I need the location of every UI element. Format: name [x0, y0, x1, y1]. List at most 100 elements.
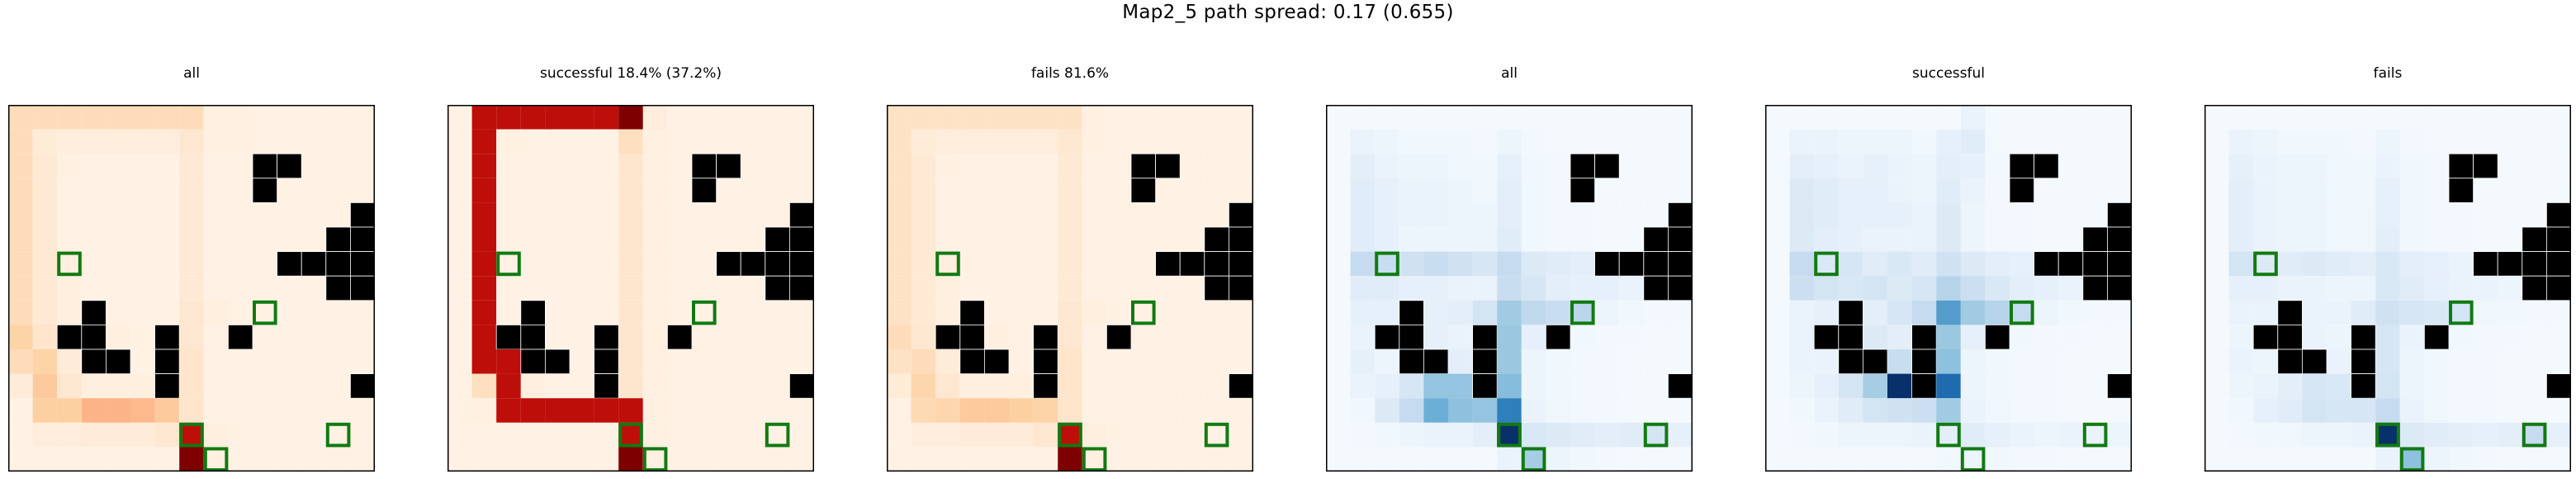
- heatmap-cell: [1911, 447, 1937, 472]
- heatmap-cell: [1375, 422, 1399, 448]
- heatmap-cell: [2082, 325, 2108, 349]
- heatmap-cell: [179, 447, 204, 472]
- heatmap-cell: [1009, 251, 1034, 277]
- heatmap-cell: [253, 300, 277, 325]
- heatmap-cell: [2449, 422, 2474, 448]
- heatmap-cell: [471, 251, 497, 277]
- heatmap-cell: [1814, 276, 1839, 301]
- heatmap-cell: [130, 447, 155, 472]
- heatmap-cell: [471, 325, 497, 349]
- heatmap-cell: [570, 251, 594, 277]
- heatmap-cell: [32, 447, 58, 472]
- heatmap-cell: [2375, 251, 2400, 277]
- heatmap-cell: [887, 202, 912, 227]
- heatmap-cell: [692, 251, 717, 277]
- obstacle-cell: [1033, 349, 1058, 375]
- heatmap-cell: [1911, 178, 1937, 203]
- obstacle-cell: [740, 251, 766, 277]
- axes-frame: [8, 105, 375, 472]
- heatmap-cell: [1789, 202, 1815, 227]
- heatmap-cell: [2058, 105, 2083, 130]
- heatmap-cell: [1594, 276, 1620, 301]
- heatmap-cell: [228, 373, 253, 399]
- heatmap-cell: [2277, 154, 2303, 178]
- heatmap-cell: [179, 202, 204, 227]
- heatmap-cell: [1668, 398, 1693, 423]
- heatmap-cell: [1765, 251, 1790, 277]
- obstacle-cell: [2106, 275, 2132, 301]
- heatmap-cell: [789, 422, 814, 448]
- heatmap-cell: [2327, 202, 2351, 227]
- heatmap-cell: [447, 447, 472, 472]
- heatmap-cell: [1229, 129, 1253, 154]
- heatmap-cell: [2522, 178, 2547, 203]
- heatmap-cell: [1960, 276, 1986, 301]
- heatmap-cell: [1375, 276, 1399, 301]
- heatmap-cell: [1009, 422, 1034, 448]
- heatmap-cell: [1229, 398, 1253, 423]
- heatmap-cell: [154, 154, 180, 178]
- heatmap-cell: [887, 422, 912, 448]
- heatmap-cell: [2424, 300, 2449, 325]
- heatmap-cell: [1887, 325, 1912, 349]
- heatmap-cell: [253, 325, 277, 349]
- heatmap-cell: [106, 398, 130, 423]
- heatmap-cell: [520, 373, 546, 399]
- heatmap-cell: [2204, 251, 2229, 277]
- heatmap-cell: [1668, 154, 1693, 178]
- heatmap-cell: [106, 251, 130, 277]
- heatmap-cell: [447, 129, 472, 154]
- heatmap-cell: [692, 349, 717, 374]
- heatmap-cell: [2424, 422, 2449, 448]
- heatmap-cell: [789, 447, 814, 472]
- heatmap-cell: [1082, 447, 1107, 472]
- heatmap-cell: [1521, 447, 1546, 472]
- heatmap-cell: [2107, 447, 2132, 472]
- heatmap-cell: [1570, 202, 1595, 227]
- obstacle-cell: [1984, 324, 2010, 350]
- heatmap-cell: [447, 276, 472, 301]
- heatmap-cell: [1985, 251, 2010, 277]
- heatmap-cell: [203, 300, 229, 325]
- heatmap-cell: [911, 129, 936, 154]
- obstacle-cell: [81, 300, 107, 325]
- heatmap-cell: [1180, 422, 1205, 448]
- heatmap-cell: [1106, 154, 1131, 178]
- heatmap-cell: [741, 202, 765, 227]
- heatmap-cell: [1814, 422, 1839, 448]
- heatmap-cell: [1863, 105, 1887, 130]
- heatmap-cell: [106, 325, 130, 349]
- heatmap-cell: [1765, 300, 1790, 325]
- heatmap-cell: [1326, 178, 1351, 203]
- goal-marker: [2253, 251, 2278, 277]
- heatmap-cell: [471, 154, 497, 178]
- heatmap-cell: [741, 349, 765, 374]
- heatmap-cell: [81, 105, 107, 130]
- heatmap-cell: [81, 251, 107, 277]
- heatmap-cell: [1521, 349, 1546, 374]
- heatmap-cell: [1399, 276, 1424, 301]
- heatmap-cell: [2327, 422, 2351, 448]
- heatmap-cell: [741, 276, 765, 301]
- heatmap-cell: [1497, 276, 1522, 301]
- heatmap-cell: [1765, 154, 1790, 178]
- obstacle-cell: [1838, 300, 1863, 325]
- heatmap-cell: [1033, 227, 1058, 252]
- heatmap-cell: [2449, 373, 2474, 399]
- heatmap-cell: [1375, 300, 1399, 325]
- heatmap-cell: [2204, 447, 2229, 472]
- heatmap-cell: [2228, 251, 2254, 277]
- heatmap-cell: [253, 105, 277, 130]
- heatmap-cell: [1765, 422, 1790, 448]
- heatmap-cell: [2498, 276, 2522, 301]
- heatmap-cell: [1960, 349, 1986, 374]
- heatmap-cell: [179, 129, 204, 154]
- heatmap-cell: [959, 129, 985, 154]
- obstacle-cell: [1228, 251, 1253, 277]
- heatmap-cell: [1131, 349, 1156, 374]
- heatmap-cell: [130, 422, 155, 448]
- heatmap-cell: [1619, 202, 1644, 227]
- heatmap-cell: [2107, 349, 2132, 374]
- heatmap-cell: [203, 129, 229, 154]
- heatmap-cell: [2034, 422, 2059, 448]
